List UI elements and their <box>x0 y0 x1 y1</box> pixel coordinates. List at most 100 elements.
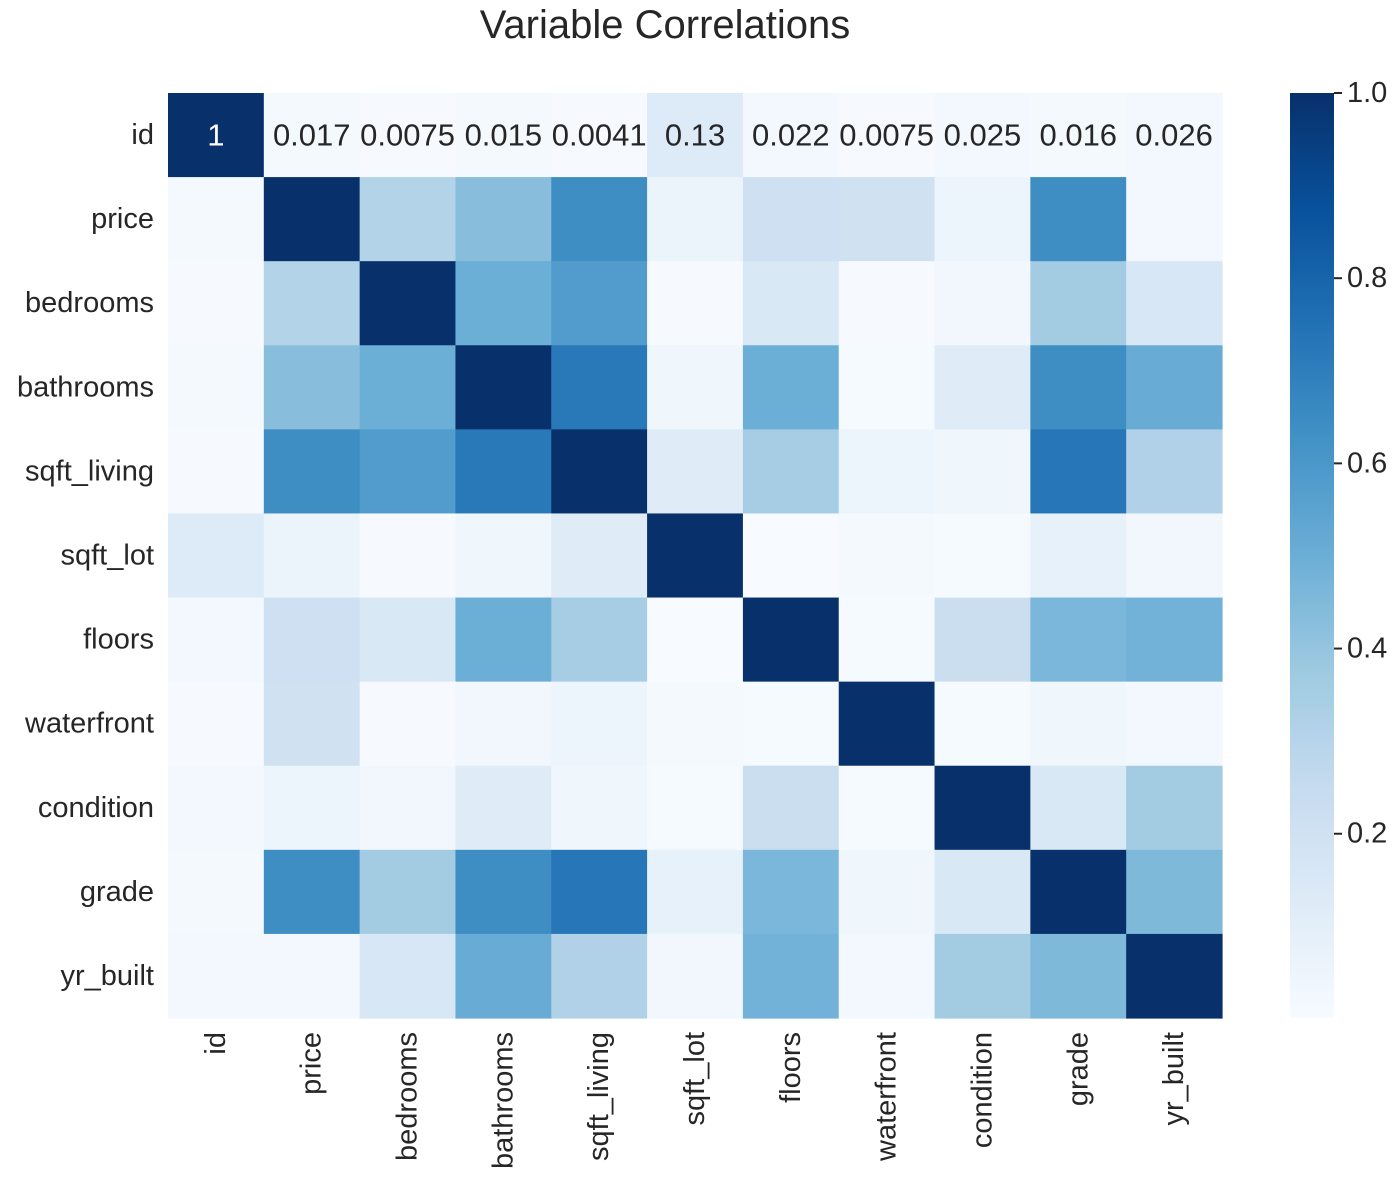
cell-annotation-bedrooms: 0.0075 <box>360 118 455 153</box>
heatmap-cell-bedrooms-bedrooms <box>359 261 457 346</box>
heatmap-cell-bathrooms-price <box>263 345 361 430</box>
heatmap-cell-condition-grade <box>1030 765 1127 851</box>
heatmap-cell-grade-sqft_lot <box>647 849 744 935</box>
cell-annotation-id: 1 <box>207 118 224 153</box>
colorbar-tick-label: 0.8 <box>1347 262 1387 294</box>
heatmap-cell-bedrooms-price <box>263 261 361 346</box>
heatmap-cell-yr_built-waterfront <box>838 933 936 1019</box>
y-tick-label-yr_built: yr_built <box>61 960 155 992</box>
heatmap-cell-sqft_living-price <box>263 429 361 515</box>
y-tick-label-price: price <box>91 203 154 235</box>
heatmap-cell-sqft_living-condition <box>934 429 1031 515</box>
x-tick-label-waterfront: waterfront <box>871 1032 903 1162</box>
heatmap-cell-id-sqft_living <box>551 93 648 178</box>
heatmap-cell-yr_built-sqft_lot <box>647 933 744 1019</box>
heatmap-cell-waterfront-waterfront <box>838 681 936 767</box>
heatmap-cell-floors-bedrooms <box>359 597 457 683</box>
heatmap-cell-price-bedrooms <box>359 177 457 262</box>
heatmap-cell-sqft_lot-bathrooms <box>455 513 552 599</box>
heatmap-cell-waterfront-id <box>168 681 265 767</box>
y-tick-label-waterfront: waterfront <box>24 708 154 740</box>
heatmap-cell-id-sqft_lot <box>647 93 744 178</box>
cell-annotations: 1 0.017 0.0075 0.015 0.0041 0.13 0.022 0.0075 0.… <box>207 118 1213 153</box>
colorbar-tick-label: 0.4 <box>1347 633 1387 665</box>
heatmap-cell-waterfront-sqft_living <box>551 681 648 767</box>
y-tick-label-condition: condition <box>38 792 154 824</box>
heatmap-cell-condition-condition <box>934 765 1031 851</box>
heatmap-cell-sqft_lot-sqft_lot <box>647 513 744 599</box>
heatmap-cell-price-condition <box>934 177 1031 262</box>
y-tick-label-sqft_lot: sqft_lot <box>61 540 155 572</box>
heatmap-cell-sqft_living-grade <box>1030 429 1127 515</box>
heatmap-cell-floors-sqft_lot <box>647 597 744 683</box>
heatmap-cell-waterfront-grade <box>1030 681 1127 767</box>
heatmap-cell-floors-floors <box>742 597 840 683</box>
heatmap-cell-condition-sqft_lot <box>647 765 744 851</box>
heatmap-cell-condition-id <box>168 765 265 851</box>
heatmap-cell-sqft_living-sqft_living <box>551 429 648 515</box>
heatmap-cell-bathrooms-condition <box>934 345 1031 430</box>
colorbar-tick-label: 0.2 <box>1347 818 1387 850</box>
heatmap-cell-id-grade <box>1030 93 1127 178</box>
heatmap-cell-condition-yr_built <box>1126 765 1223 851</box>
heatmap-cell-price-bathrooms <box>455 177 552 262</box>
cell-annotation-grade: 0.016 <box>1039 118 1117 153</box>
x-tick-label-floors: floors <box>775 1032 807 1103</box>
y-tick-label-sqft_living: sqft_living <box>25 455 154 487</box>
heatmap-cell-yr_built-yr_built <box>1126 933 1223 1019</box>
heatmap-cell-grade-bathrooms <box>455 849 552 935</box>
y-tick-label-bathrooms: bathrooms <box>17 371 154 403</box>
y-tick-label-id: id <box>131 119 154 151</box>
heatmap-cell-floors-id <box>168 597 265 683</box>
heatmap-cell-sqft_lot-price <box>263 513 361 599</box>
colorbar-tick-label: 0.6 <box>1347 447 1387 479</box>
heatmap-cell-id-yr_built <box>1126 93 1223 178</box>
heatmap-cell-sqft_lot-condition <box>934 513 1031 599</box>
heatmap-cell-sqft_lot-grade <box>1030 513 1127 599</box>
heatmap-cell-bedrooms-waterfront <box>838 261 936 346</box>
heatmap-cell-yr_built-floors <box>742 933 840 1019</box>
heatmap-cell-sqft_living-yr_built <box>1126 429 1223 515</box>
x-tick-label-condition: condition <box>966 1032 998 1148</box>
x-tick-label-price: price <box>296 1032 328 1095</box>
heatmap-cell-yr_built-bathrooms <box>455 933 552 1019</box>
heatmap-cell-bedrooms-id <box>168 261 265 346</box>
heatmap-cell-floors-yr_built <box>1126 597 1223 683</box>
heatmap-cell-bathrooms-sqft_living <box>551 345 648 430</box>
colorbar-tick-label: 1.0 <box>1347 77 1387 109</box>
heatmap-cell-bathrooms-waterfront <box>838 345 936 430</box>
heatmap-cell-grade-waterfront <box>838 849 936 935</box>
cell-annotation-bathrooms: 0.015 <box>465 118 543 153</box>
heatmap-cell-bathrooms-sqft_lot <box>647 345 744 430</box>
y-tick-label-bedrooms: bedrooms <box>25 287 154 319</box>
heatmap-cell-id-bedrooms <box>359 93 457 178</box>
heatmap-cell-grade-price <box>263 849 361 935</box>
heatmap-cell-id-floors <box>742 93 840 178</box>
heatmap-cell-price-sqft_lot <box>647 177 744 262</box>
heatmap-cell-grade-bedrooms <box>359 849 457 935</box>
heatmap-cell-waterfront-sqft_lot <box>647 681 744 767</box>
heatmap-cell-sqft_living-id <box>168 429 265 515</box>
heatmap-cell-bathrooms-bathrooms <box>455 345 552 430</box>
x-tick-label-bathrooms: bathrooms <box>487 1032 519 1169</box>
heatmap-cell-bathrooms-bedrooms <box>359 345 457 430</box>
heatmap-cell-grade-condition <box>934 849 1031 935</box>
y-tick-label-grade: grade <box>80 876 154 908</box>
heatmap-cells <box>168 93 1223 1019</box>
cell-annotation-sqft_lot: 0.13 <box>665 118 725 153</box>
heatmap-cell-floors-price <box>263 597 361 683</box>
heatmap-cell-condition-bedrooms <box>359 765 457 851</box>
heatmap-cell-price-id <box>168 177 265 262</box>
heatmap-cell-sqft_living-bathrooms <box>455 429 552 515</box>
heatmap-cell-floors-waterfront <box>838 597 936 683</box>
heatmap-cell-yr_built-grade <box>1030 933 1127 1019</box>
heatmap-cell-waterfront-condition <box>934 681 1031 767</box>
heatmap-cell-id-waterfront <box>838 93 936 178</box>
y-axis-tick-labels: id price bedrooms bathrooms sqft_living sqft_… <box>17 119 154 992</box>
colorbar <box>1290 93 1334 1018</box>
heatmap-cell-waterfront-price <box>263 681 361 767</box>
heatmap-cell-floors-sqft_living <box>551 597 648 683</box>
cell-annotation-floors: 0.022 <box>752 118 830 153</box>
heatmap-cell-bathrooms-id <box>168 345 265 430</box>
x-tick-label-bedrooms: bedrooms <box>392 1032 424 1161</box>
